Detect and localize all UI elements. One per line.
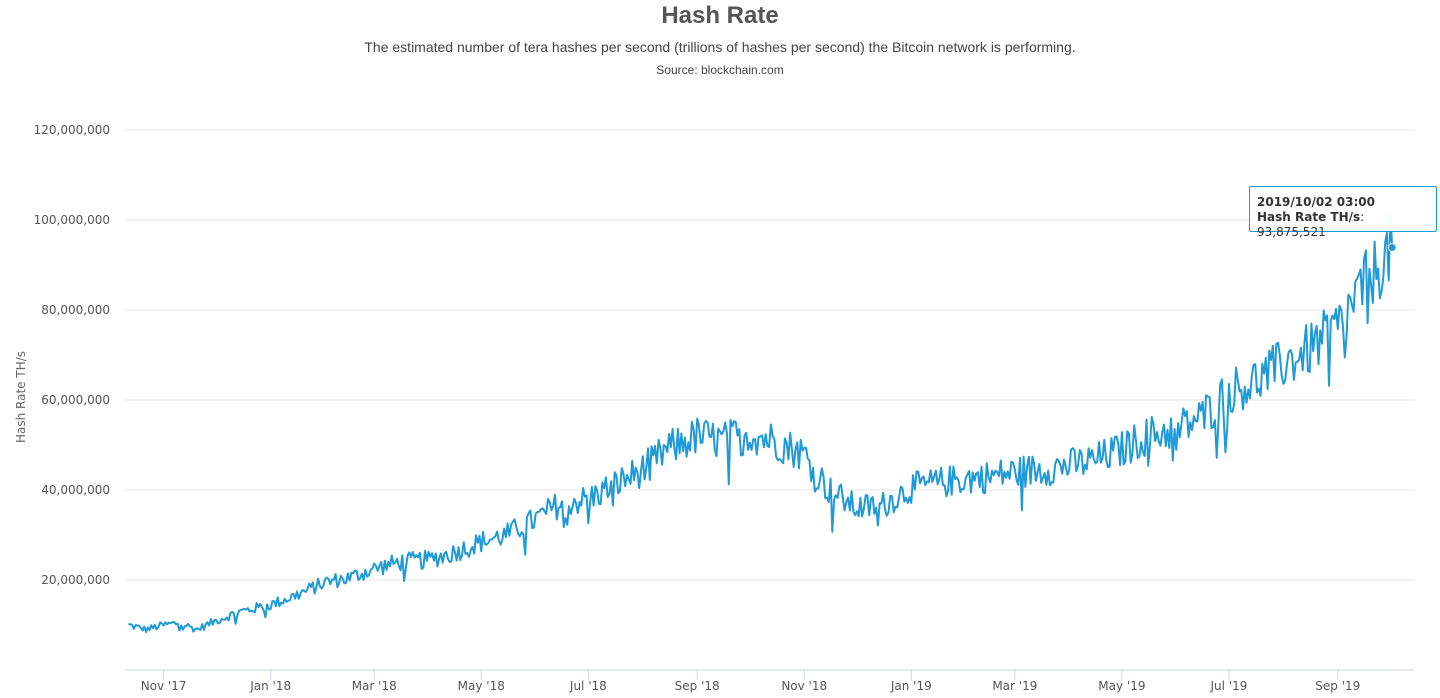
chart-subtitle: The estimated number of tera hashes per … — [364, 39, 1076, 55]
x-tick-label: Sep '18 — [675, 679, 720, 693]
chart-title: Hash Rate — [661, 2, 779, 29]
y-tick-label: 20,000,000 — [41, 573, 110, 587]
x-tick-label: Nov '18 — [781, 679, 827, 693]
tooltip-date: 2019/10/02 03:00 — [1257, 195, 1375, 209]
x-tick-label: Jan '19 — [890, 679, 932, 693]
y-tick-label: 100,000,000 — [34, 213, 110, 227]
y-tick-label: 120,000,000 — [34, 123, 110, 137]
hash-rate-series-line[interactable] — [128, 214, 1394, 634]
x-tick-label: Mar '18 — [352, 679, 397, 693]
grid-lines — [125, 129, 1415, 581]
hover-point-marker — [1387, 243, 1397, 253]
y-tick-label: 40,000,000 — [41, 483, 110, 497]
tooltip-value: 93,875,521 — [1257, 225, 1326, 239]
y-axis-ticks: 20,000,000 40,000,000 60,000,000 80,000,000… — [34, 123, 110, 587]
x-tick-label: Sep '19 — [1315, 679, 1360, 693]
y-tick-label: 80,000,000 — [41, 303, 110, 317]
x-tick-label: May '18 — [458, 679, 505, 693]
x-tick-label: Jan '18 — [249, 679, 291, 693]
y-tick-label: 60,000,000 — [41, 393, 110, 407]
y-axis-title: Hash Rate TH/s — [14, 351, 28, 443]
x-axis-ticks: Nov '17 Jan '18 Mar '18 May '18 Jul '18 Sep '… — [141, 670, 1360, 693]
tooltip-label: Hash Rate TH/s — [1257, 210, 1361, 224]
x-tick-label: May '19 — [1098, 679, 1145, 693]
tooltip-separator: : — [1360, 210, 1365, 224]
data-tooltip: 2019/10/02 03:00 Hash Rate TH/s: 93,875,… — [1249, 186, 1437, 239]
x-tick-label: Mar '19 — [992, 679, 1037, 693]
x-tick-label: Jul '19 — [1210, 679, 1248, 693]
x-tick-label: Jul '18 — [569, 679, 607, 693]
chart-source: Source: blockchain.com — [656, 63, 784, 77]
x-tick-label: Nov '17 — [141, 679, 187, 693]
tooltip-row: Hash Rate TH/s: 93,875,521 — [1257, 210, 1429, 240]
